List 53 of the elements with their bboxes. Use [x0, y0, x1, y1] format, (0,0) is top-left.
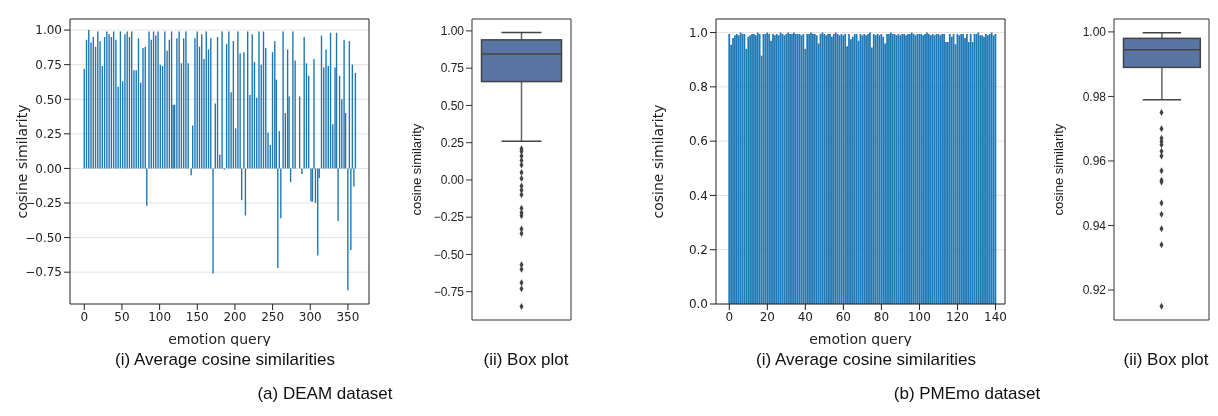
y-tick-label: 0.75 [35, 57, 62, 72]
text: (i) Average cosine similarities [755, 350, 977, 370]
y-tick-label: 0.2 [688, 242, 708, 257]
y-tick-label: 0.00 [35, 161, 62, 176]
y-tick-label: 0.8 [688, 80, 708, 95]
y-tick-label: 0.25 [440, 135, 465, 150]
x-tick-label: 80 [873, 309, 890, 324]
x-tick-label: 150 [185, 309, 209, 324]
y-tick-label: 0.94 [1082, 218, 1107, 233]
y-tick-label: −0.50 [25, 230, 62, 245]
x-tick-label: 50 [114, 309, 130, 324]
x-tick-label: 20 [759, 309, 775, 324]
y-tick-label: 0.75 [440, 61, 465, 76]
y-tick-label: 1.00 [440, 24, 465, 39]
y-tick-label: −0.75 [433, 284, 465, 299]
y-tick-label: 0.92 [1082, 283, 1107, 298]
y-tick-label: 0.6 [688, 134, 708, 149]
x-axis-title: emotion query [809, 331, 912, 347]
text: (b) PMEmo dataset [892, 384, 1042, 404]
y-tick-label: 0.4 [688, 188, 708, 203]
x-tick-label: 100 [148, 309, 172, 324]
text: (ii) Box plot [1122, 350, 1210, 370]
y-tick-label: 0.0 [688, 297, 708, 312]
y-tick-label: 0.50 [440, 98, 465, 113]
text: (ii) Box plot [482, 350, 570, 370]
y-tick-label: 0.50 [35, 92, 62, 107]
text: (i) Average cosine similarities [114, 350, 336, 370]
x-tick-label: 0 [80, 309, 89, 324]
x-tick-label: 200 [223, 309, 247, 324]
y-tick-label: 0.98 [1082, 89, 1107, 104]
y-axis-title: cosine similarity [1050, 123, 1066, 216]
x-tick-label: 140 [984, 309, 1007, 324]
y-tick-label: 1.00 [35, 23, 62, 38]
y-axis-title: cosine similarity [649, 104, 666, 219]
y-tick-label: 0.00 [440, 173, 465, 188]
y-tick-label: 0.25 [35, 127, 62, 142]
y-tick-label: −0.50 [433, 247, 465, 262]
x-tick-label: 40 [797, 309, 813, 324]
x-tick-label: 60 [835, 309, 852, 324]
y-tick-label: 1.00 [1082, 25, 1107, 40]
y-tick-label: 0.96 [1082, 154, 1107, 169]
y-tick-label: −0.25 [433, 210, 465, 225]
y-tick-label: −0.75 [25, 265, 62, 280]
x-tick-label: 120 [946, 309, 969, 324]
y-axis-title: cosine similarity [408, 123, 424, 216]
x-tick-label: 300 [298, 309, 322, 324]
y-tick-label: 1.0 [688, 25, 708, 40]
x-tick-label: 350 [336, 309, 360, 324]
x-tick-label: 250 [261, 309, 285, 324]
text: (a) DEAM dataset [256, 384, 394, 404]
x-axis-title: emotion query [168, 331, 271, 347]
x-tick-label: 100 [907, 309, 931, 324]
x-tick-label: 0 [725, 309, 734, 324]
